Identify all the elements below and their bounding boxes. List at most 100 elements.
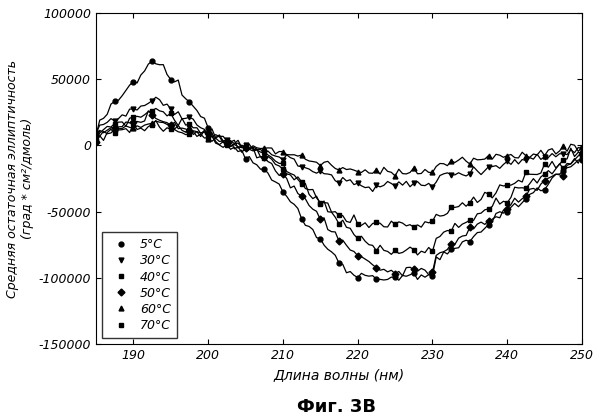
5°C <box>280 189 287 194</box>
50°C <box>485 218 492 223</box>
50°C <box>373 265 380 270</box>
Line: 60°C: 60°C <box>94 121 584 178</box>
50°C <box>111 125 118 130</box>
60°C <box>466 162 473 167</box>
40°C <box>260 155 268 160</box>
50°C <box>298 194 305 199</box>
5°C <box>373 277 380 282</box>
30°C <box>148 98 155 103</box>
5°C <box>111 99 118 104</box>
50°C <box>410 267 418 272</box>
60°C <box>167 123 175 128</box>
40°C <box>111 121 118 126</box>
40°C <box>578 151 586 156</box>
30°C <box>373 183 380 188</box>
5°C <box>578 158 586 163</box>
Line: 30°C: 30°C <box>94 98 584 189</box>
60°C <box>92 138 100 143</box>
5°C <box>503 210 511 215</box>
60°C <box>410 165 418 171</box>
40°C <box>92 138 100 143</box>
70°C <box>466 218 473 223</box>
40°C <box>130 114 137 119</box>
70°C <box>354 236 361 241</box>
70°C <box>410 247 418 252</box>
70°C <box>503 200 511 205</box>
5°C <box>560 168 567 173</box>
30°C <box>280 157 287 162</box>
50°C <box>429 270 436 275</box>
5°C <box>167 77 175 82</box>
5°C <box>429 274 436 279</box>
40°C <box>466 200 473 205</box>
5°C <box>242 157 249 162</box>
50°C <box>466 225 473 230</box>
50°C <box>391 271 398 276</box>
50°C <box>92 139 100 144</box>
40°C <box>148 108 155 113</box>
70°C <box>298 181 305 186</box>
30°C <box>560 151 567 156</box>
40°C <box>242 144 249 150</box>
5°C <box>223 142 230 147</box>
40°C <box>280 167 287 172</box>
40°C <box>429 219 436 224</box>
Line: 5°C: 5°C <box>94 59 584 281</box>
60°C <box>560 144 567 149</box>
5°C <box>354 275 361 280</box>
70°C <box>148 123 155 128</box>
70°C <box>317 202 324 207</box>
60°C <box>503 153 511 158</box>
70°C <box>167 127 175 132</box>
X-axis label: Длина волны (нм): Длина волны (нм) <box>274 368 404 382</box>
70°C <box>560 166 567 171</box>
30°C <box>92 131 100 136</box>
60°C <box>541 153 548 158</box>
Text: Фиг. 3В: Фиг. 3В <box>296 398 376 416</box>
40°C <box>354 222 361 227</box>
30°C <box>354 181 361 186</box>
60°C <box>148 121 155 126</box>
40°C <box>560 157 567 162</box>
40°C <box>298 179 305 184</box>
40°C <box>317 200 324 205</box>
50°C <box>541 178 548 183</box>
50°C <box>317 217 324 222</box>
5°C <box>298 216 305 221</box>
30°C <box>111 118 118 123</box>
60°C <box>485 153 492 158</box>
70°C <box>541 172 548 177</box>
Line: 70°C: 70°C <box>94 122 584 254</box>
50°C <box>448 241 455 246</box>
Y-axis label: Средняя остаточная эллиптичность
(град * см²/дмоль): Средняя остаточная эллиптичность (град *… <box>7 60 34 297</box>
30°C <box>298 164 305 169</box>
60°C <box>523 153 530 158</box>
70°C <box>223 142 230 147</box>
50°C <box>335 239 343 244</box>
30°C <box>130 107 137 112</box>
70°C <box>429 249 436 254</box>
70°C <box>578 152 586 158</box>
50°C <box>130 119 137 124</box>
60°C <box>448 158 455 163</box>
60°C <box>111 127 118 132</box>
30°C <box>503 159 511 164</box>
30°C <box>260 150 268 155</box>
40°C <box>223 139 230 144</box>
Legend: 5°C, 30°C, 40°C, 50°C, 60°C, 70°C: 5°C, 30°C, 40°C, 50°C, 60°C, 70°C <box>102 232 177 338</box>
70°C <box>523 186 530 191</box>
50°C <box>503 206 511 211</box>
5°C <box>391 275 398 280</box>
30°C <box>429 184 436 189</box>
30°C <box>541 154 548 159</box>
60°C <box>223 138 230 143</box>
30°C <box>223 137 230 142</box>
40°C <box>448 205 455 210</box>
40°C <box>186 121 193 126</box>
70°C <box>448 229 455 234</box>
60°C <box>260 146 268 151</box>
30°C <box>186 115 193 120</box>
5°C <box>466 239 473 244</box>
30°C <box>410 181 418 186</box>
5°C <box>448 247 455 252</box>
